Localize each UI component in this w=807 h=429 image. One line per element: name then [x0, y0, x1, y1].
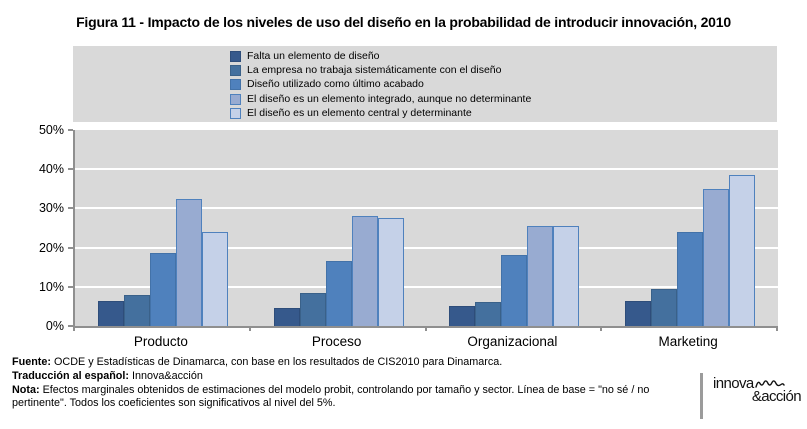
y-axis-tick-label: 30%: [38, 201, 64, 216]
bar: [527, 226, 554, 326]
translation-label: Traducción al español:: [12, 369, 129, 382]
chart-title: Figura 11 - Impacto de los niveles de us…: [76, 14, 731, 30]
y-axis-tick: [68, 246, 73, 249]
logo-word-innova: innova: [713, 375, 754, 392]
logo-text: innova &acción: [713, 375, 802, 405]
translation-text: Innova&acción: [129, 369, 203, 382]
legend-label: Diseño utilizado como último acabado: [247, 78, 424, 91]
footer-notes: Fuente: OCDE y Estadísticas de Dinamarca…: [12, 356, 688, 411]
legend: Falta un elemento de diseño La empresa no…: [73, 46, 777, 122]
translation-line: Traducción al español: Innova&acción: [12, 370, 688, 384]
source-text: OCDE y Estadísticas de Dinamarca, con ba…: [51, 356, 503, 368]
legend-swatch: [230, 65, 241, 77]
bar: [377, 218, 404, 326]
y-axis-tick-label: 50%: [38, 123, 64, 137]
x-axis-tick: [600, 326, 603, 331]
legend-swatch: [230, 108, 241, 120]
note-line: Nota: Efectos marginales obtenidos de es…: [12, 384, 688, 412]
legend-item: El diseño es un elemento central y deter…: [230, 107, 777, 121]
bar-group-organizacional: [427, 130, 603, 326]
legend-item: Diseño utilizado como último acabado: [230, 78, 777, 92]
y-axis-tick: [68, 168, 73, 171]
bar: [553, 226, 580, 326]
y-axis-tick-label: 0%: [45, 319, 64, 333]
x-axis-category-label: Producto: [133, 334, 188, 349]
y-axis-tick-label: 20%: [38, 240, 64, 255]
source-line: Fuente: OCDE y Estadísticas de Dinamarca…: [12, 356, 688, 370]
y-axis-tick: [68, 129, 73, 131]
x-axis-category-label: Proceso: [311, 334, 362, 349]
legend-item: El diseño es un elemento integrado, aunq…: [230, 92, 777, 106]
bar: [97, 300, 124, 326]
x-axis-category-label: Organizacional: [467, 334, 558, 349]
bar: [651, 288, 678, 326]
bar: [501, 255, 528, 326]
note-label: Nota:: [12, 383, 40, 396]
legend-item: La empresa no trabaja sistemáticamente c…: [230, 63, 777, 77]
plot-area: [73, 130, 778, 328]
bar-group-producto: [75, 130, 251, 326]
x-axis-tick: [424, 326, 427, 331]
gridline: [75, 168, 778, 171]
bar: [201, 231, 228, 326]
bar-group-marketing: [602, 130, 778, 326]
source-label: Fuente:: [12, 356, 51, 368]
x-axis-tick: [248, 326, 251, 331]
y-axis-tick-label: 40%: [38, 162, 64, 177]
bar: [325, 261, 352, 326]
bar: [123, 294, 150, 326]
legend-swatch: [230, 79, 241, 91]
bar: [175, 198, 202, 326]
gridline: [75, 246, 778, 249]
bar: [273, 308, 300, 326]
y-axis-tick: [68, 285, 73, 288]
legend-label: Falta un elemento de diseño: [247, 49, 380, 62]
x-axis-tick: [776, 326, 778, 331]
logo-divider: [700, 373, 703, 419]
bar: [149, 253, 176, 326]
bar: [475, 302, 502, 326]
bar: [449, 306, 476, 326]
y-axis-tick: [68, 325, 73, 327]
innova-accion-logo: innova &acción: [700, 371, 802, 421]
legend-label: La empresa no trabaja sistemáticamente c…: [247, 64, 502, 77]
x-axis-category-label: Marketing: [658, 334, 718, 349]
bar: [299, 292, 326, 326]
x-axis-tick: [73, 326, 75, 331]
gridline: [75, 207, 778, 210]
legend-swatch: [230, 93, 241, 105]
bar-group-proceso: [251, 130, 427, 326]
legend-item: Falta un elemento de diseño: [230, 49, 777, 63]
y-axis-tick-label: 10%: [38, 279, 64, 294]
bar: [625, 300, 652, 326]
note-text: Efectos marginales obtenidos de estimaci…: [12, 383, 650, 410]
bar: [351, 216, 378, 326]
gridline: [75, 285, 778, 288]
logo-squiggle-icon: [754, 380, 785, 388]
y-axis-tick: [68, 207, 73, 210]
bar: [729, 175, 756, 326]
legend-label: El diseño es un elemento central y deter…: [247, 107, 472, 120]
legend-swatch: [230, 50, 241, 62]
bar: [677, 231, 704, 326]
bar: [703, 188, 730, 326]
legend-label: El diseño es un elemento integrado, aunq…: [247, 92, 532, 105]
logo-word-accion: &acción: [751, 388, 802, 405]
